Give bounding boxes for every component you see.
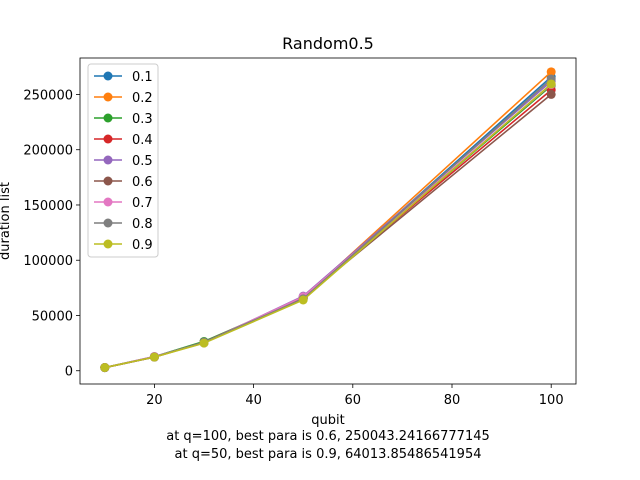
y-tick-label-150000: 150000 <box>23 199 73 214</box>
series-line-0.8 <box>104 78 552 369</box>
x-tick-label-20: 20 <box>146 393 163 408</box>
y-tick-label-100000: 100000 <box>23 254 73 269</box>
legend-marker-0.9 <box>103 239 113 249</box>
y-axis-label: duration list <box>0 182 13 260</box>
caption-q100: at q=100, best para is 0.6, 250043.24166… <box>166 429 490 444</box>
series-point-0.2-q100 <box>546 67 556 77</box>
legend-label-0.7: 0.7 <box>132 196 153 211</box>
legend-label-0.2: 0.2 <box>132 91 153 106</box>
legend-marker-0.4 <box>103 134 113 144</box>
y-tick-label-250000: 250000 <box>23 88 73 103</box>
series-line-0.6 <box>104 93 552 369</box>
series-line-0.3 <box>104 85 552 369</box>
y-tick-label-0: 0 <box>65 365 73 380</box>
legend-label-0.9: 0.9 <box>132 238 153 253</box>
legend-label-0.3: 0.3 <box>132 112 153 127</box>
chart-title: Random0.5 <box>282 34 374 53</box>
series-line-0.2 <box>104 71 552 369</box>
series-line-0.7 <box>104 83 552 369</box>
legend-marker-0.2 <box>103 92 113 102</box>
legend-marker-0.3 <box>103 113 113 123</box>
x-tick-label-80: 80 <box>444 393 461 408</box>
series-line-0.1 <box>104 76 552 369</box>
series-point-0.6-q100 <box>546 89 556 99</box>
series-point-0.9-q50 <box>298 295 308 305</box>
legend-marker-0.6 <box>103 176 113 186</box>
plot-frame <box>79 57 577 385</box>
legend-marker-0.1 <box>103 71 113 81</box>
x-tick-label-40: 40 <box>245 393 262 408</box>
legend-label-0.1: 0.1 <box>132 70 153 85</box>
series-line-0.5 <box>104 80 552 369</box>
caption-q50: at q=50, best para is 0.9, 64013.8548654… <box>174 447 482 462</box>
series-point-0.9-q10 <box>100 363 110 373</box>
series-point-0.9-q30 <box>199 338 209 348</box>
x-axis-label: qubit <box>311 413 344 428</box>
y-tick-label-50000: 50000 <box>32 309 73 324</box>
legend-marker-0.5 <box>103 155 113 165</box>
legend-label-0.8: 0.8 <box>132 217 153 232</box>
x-tick-label-100: 100 <box>539 393 564 408</box>
legend: 0.1 0.2 0.3 0.4 0.5 0.6 0.7 0.8 0.9 <box>87 63 159 258</box>
x-tick-label-60: 60 <box>345 393 362 408</box>
series-point-0.9-q20 <box>149 352 159 362</box>
legend-box <box>87 63 159 258</box>
legend-label-0.5: 0.5 <box>132 154 153 169</box>
series-point-0.9-q100 <box>546 79 556 89</box>
series-line-0.4 <box>104 89 552 369</box>
legend-label-0.6: 0.6 <box>132 175 153 190</box>
legend-marker-0.7 <box>103 197 113 207</box>
y-tick-label-200000: 200000 <box>23 144 73 159</box>
legend-label-0.4: 0.4 <box>132 133 153 148</box>
legend-marker-0.8 <box>103 218 113 228</box>
series-line-0.9 <box>104 83 552 369</box>
